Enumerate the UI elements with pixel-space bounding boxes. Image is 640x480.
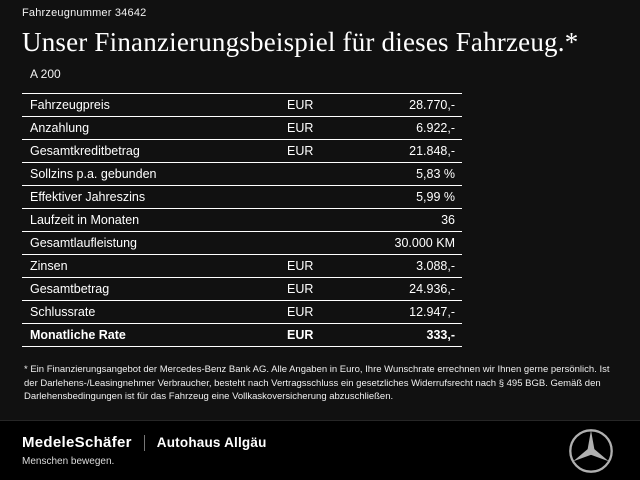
row-label: Effektiver Jahreszins bbox=[30, 190, 146, 204]
row-currency: EUR bbox=[287, 98, 314, 112]
row-value: 36 bbox=[441, 213, 455, 227]
page-title: Unser Finanzierungsbeispiel für dieses F… bbox=[22, 27, 579, 57]
row-currency: EUR bbox=[287, 282, 314, 296]
row-value: 5,83 % bbox=[416, 167, 455, 181]
row-value: 3.088,- bbox=[416, 259, 455, 273]
row-label: Gesamtkreditbetrag bbox=[30, 144, 140, 158]
table-row: Gesamtbetrag EUR 24.936,- bbox=[22, 278, 462, 301]
vehicle-number: Fahrzeugnummer 34642 bbox=[22, 7, 147, 19]
row-currency: EUR bbox=[287, 121, 314, 135]
row-label: Monatliche Rate bbox=[30, 328, 126, 342]
row-value: 21.848,- bbox=[409, 144, 455, 158]
table-row: Gesamtlaufleistung 30.000 KM bbox=[22, 232, 462, 255]
row-label: Anzahlung bbox=[30, 121, 90, 135]
row-value: 28.770,- bbox=[409, 98, 455, 112]
table-row: Laufzeit in Monaten 36 bbox=[22, 209, 462, 232]
table-row: Sollzins p.a. gebunden 5,83 % bbox=[22, 163, 462, 186]
row-value: 12.947,- bbox=[409, 305, 455, 319]
mercedes-star-icon bbox=[569, 428, 613, 473]
table-row: Zinsen EUR 3.088,- bbox=[22, 255, 462, 278]
table-row: Schlussrate EUR 12.947,- bbox=[22, 301, 462, 324]
row-label: Schlussrate bbox=[30, 305, 96, 319]
row-value: 333,- bbox=[426, 328, 456, 342]
row-currency: EUR bbox=[287, 259, 314, 273]
row-label: Fahrzeugpreis bbox=[30, 98, 110, 112]
row-value: 30.000 KM bbox=[394, 236, 455, 250]
row-value: 5,99 % bbox=[416, 190, 455, 204]
finance-example-page: Fahrzeugnummer 34642 Unser Finanzierungs… bbox=[22, 7, 610, 402]
row-currency: EUR bbox=[287, 328, 314, 342]
row-label: Zinsen bbox=[30, 259, 68, 273]
footnote: * Ein Finanzierungsangebot der Mercedes-… bbox=[24, 364, 610, 402]
row-currency: EUR bbox=[287, 305, 314, 319]
row-label: Gesamtbetrag bbox=[30, 282, 110, 296]
table-row: Effektiver Jahreszins 5,99 % bbox=[22, 186, 462, 209]
dealer-tagline: Menschen bewegen. bbox=[22, 456, 115, 467]
row-label: Sollzins p.a. gebunden bbox=[30, 167, 157, 181]
table-row: Anzahlung EUR 6.922,- bbox=[22, 117, 462, 140]
model-label: A 200 bbox=[30, 67, 61, 81]
table-row: Monatliche Rate EUR 333,- bbox=[22, 324, 462, 347]
dealer-secondary-name: Autohaus Allgäu bbox=[156, 435, 267, 450]
footer-divider bbox=[143, 434, 145, 451]
dealer-block: MedeleSchäfer Autohaus Allgäu Menschen b… bbox=[22, 434, 267, 467]
row-currency: EUR bbox=[287, 144, 314, 158]
row-value: 24.936,- bbox=[409, 282, 455, 296]
row-value: 6.922,- bbox=[416, 121, 455, 135]
dealer-name: MedeleSchäfer bbox=[22, 434, 132, 451]
finance-table: Fahrzeugpreis EUR 28.770,- Anzahlung EUR… bbox=[22, 93, 462, 347]
row-label: Laufzeit in Monaten bbox=[30, 213, 140, 227]
table-row: Gesamtkreditbetrag EUR 21.848,- bbox=[22, 140, 462, 163]
dealer-line: MedeleSchäfer Autohaus Allgäu bbox=[22, 434, 267, 451]
row-label: Gesamtlaufleistung bbox=[30, 236, 138, 250]
footer: MedeleSchäfer Autohaus Allgäu Menschen b… bbox=[0, 420, 640, 480]
table-row: Fahrzeugpreis EUR 28.770,- bbox=[22, 94, 462, 117]
